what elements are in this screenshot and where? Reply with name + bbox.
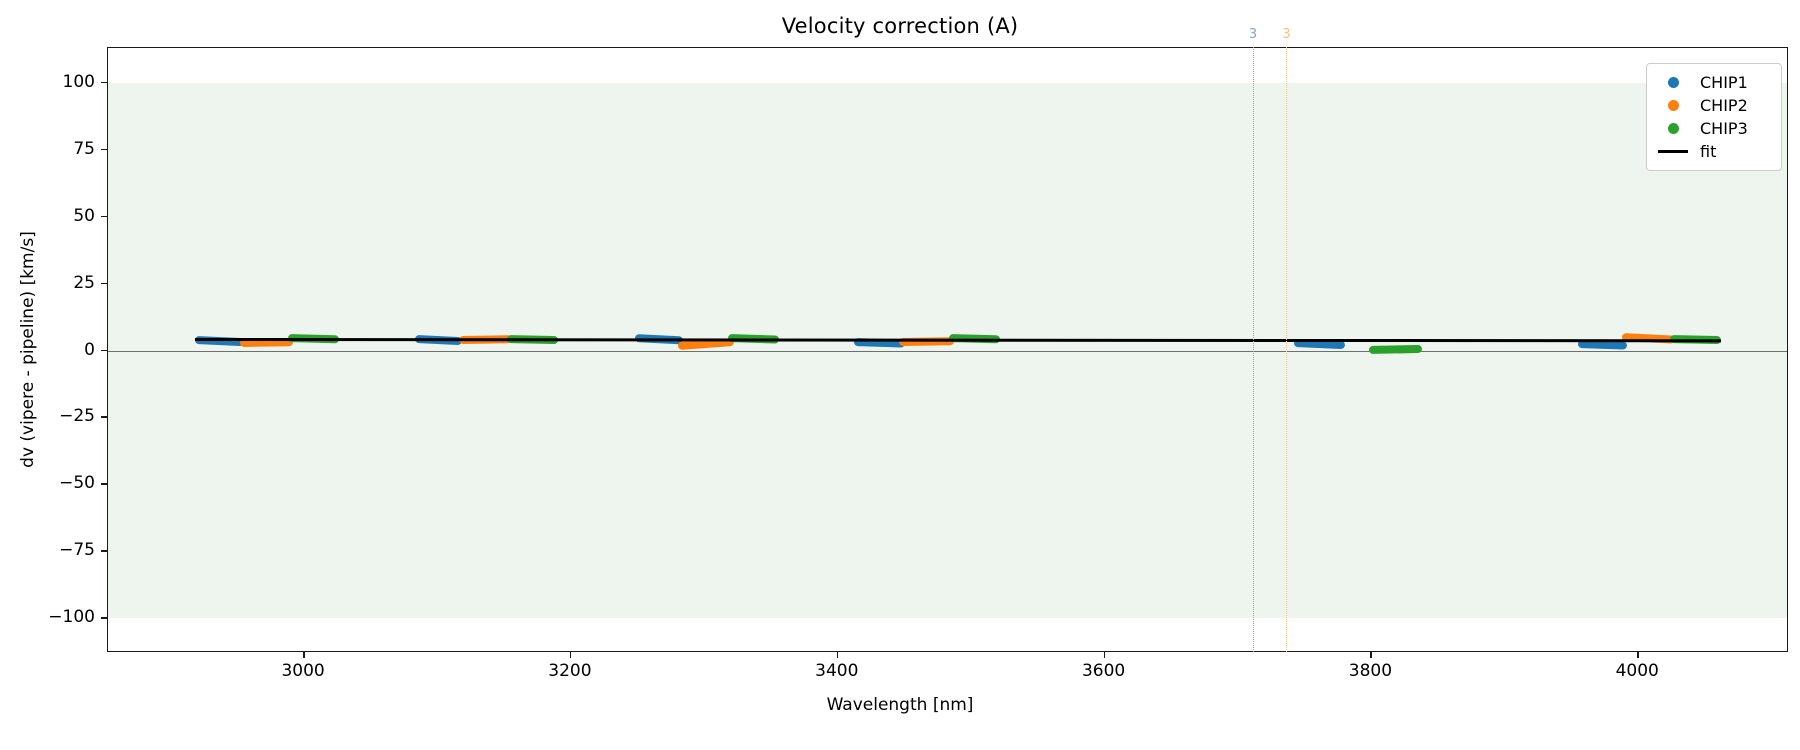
y-tick-mark xyxy=(101,349,107,351)
x-tick-label: 3800 xyxy=(1348,661,1393,681)
x-tick-mark xyxy=(1370,652,1372,658)
vertical-marker-line xyxy=(1253,47,1254,652)
y-tick-label: 50 xyxy=(73,205,95,226)
legend-label: fit xyxy=(1700,142,1717,161)
y-axis-label: dv (vipere - pipeline) [km/s] xyxy=(18,231,38,468)
vertical-marker-label: 3 xyxy=(1282,27,1291,42)
vertical-marker-line xyxy=(1286,47,1288,652)
page-title: Velocity correction (A) xyxy=(781,14,1019,38)
y-tick-label: −75 xyxy=(59,540,95,561)
legend-line-icon xyxy=(1658,150,1688,153)
y-tick-mark xyxy=(101,550,107,552)
x-axis-label: Wavelength [nm] xyxy=(826,695,974,715)
y-tick-mark xyxy=(101,81,107,84)
y-tick-label: 75 xyxy=(73,138,95,159)
legend-label: CHIP3 xyxy=(1700,119,1748,138)
x-tick-label: 3600 xyxy=(1081,661,1126,681)
legend-item-chip2[interactable]: CHIP2 xyxy=(1656,94,1772,117)
legend: CHIP1 CHIP2 CHIP3 fit xyxy=(1646,63,1782,171)
legend-item-fit[interactable]: fit xyxy=(1656,140,1772,163)
legend-label: CHIP1 xyxy=(1700,73,1748,92)
y-tick-mark xyxy=(101,282,107,284)
x-tick-label: 3000 xyxy=(281,661,325,681)
x-tick-mark xyxy=(1103,652,1105,658)
y-tick-label: 25 xyxy=(73,272,95,293)
y-tick-mark xyxy=(101,215,107,218)
vertical-marker-label: 3 xyxy=(1248,27,1258,42)
x-tick-mark xyxy=(569,652,572,658)
y-tick-label: 100 xyxy=(62,71,95,92)
x-tick-mark xyxy=(836,652,839,658)
fit-line xyxy=(194,338,1721,343)
y-tick-label: −25 xyxy=(59,406,95,427)
legend-dot-icon xyxy=(1667,100,1679,111)
y-tick-mark xyxy=(101,416,107,418)
y-tick-label: −50 xyxy=(59,473,95,494)
fit-line-layer xyxy=(108,48,1787,651)
x-tick-label: 3400 xyxy=(815,661,859,681)
legend-dot-icon xyxy=(1667,77,1679,88)
y-tick-mark xyxy=(101,483,107,485)
legend-label: CHIP2 xyxy=(1700,96,1748,115)
legend-item-chip1[interactable]: CHIP1 xyxy=(1656,71,1772,94)
x-tick-label: 4000 xyxy=(1615,661,1659,681)
y-tick-label: 0 xyxy=(84,339,95,360)
plot-axes xyxy=(107,47,1788,652)
x-tick-mark xyxy=(1637,652,1639,658)
y-tick-mark xyxy=(101,617,107,619)
x-tick-mark xyxy=(303,652,305,658)
y-tick-mark xyxy=(101,148,107,151)
y-tick-label: −100 xyxy=(48,607,95,628)
x-tick-label: 3200 xyxy=(548,661,592,681)
legend-dot-icon xyxy=(1667,123,1679,134)
accepted-range-band xyxy=(108,82,1787,619)
zero-reference-line xyxy=(108,350,1787,352)
legend-item-chip3[interactable]: CHIP3 xyxy=(1656,117,1772,140)
